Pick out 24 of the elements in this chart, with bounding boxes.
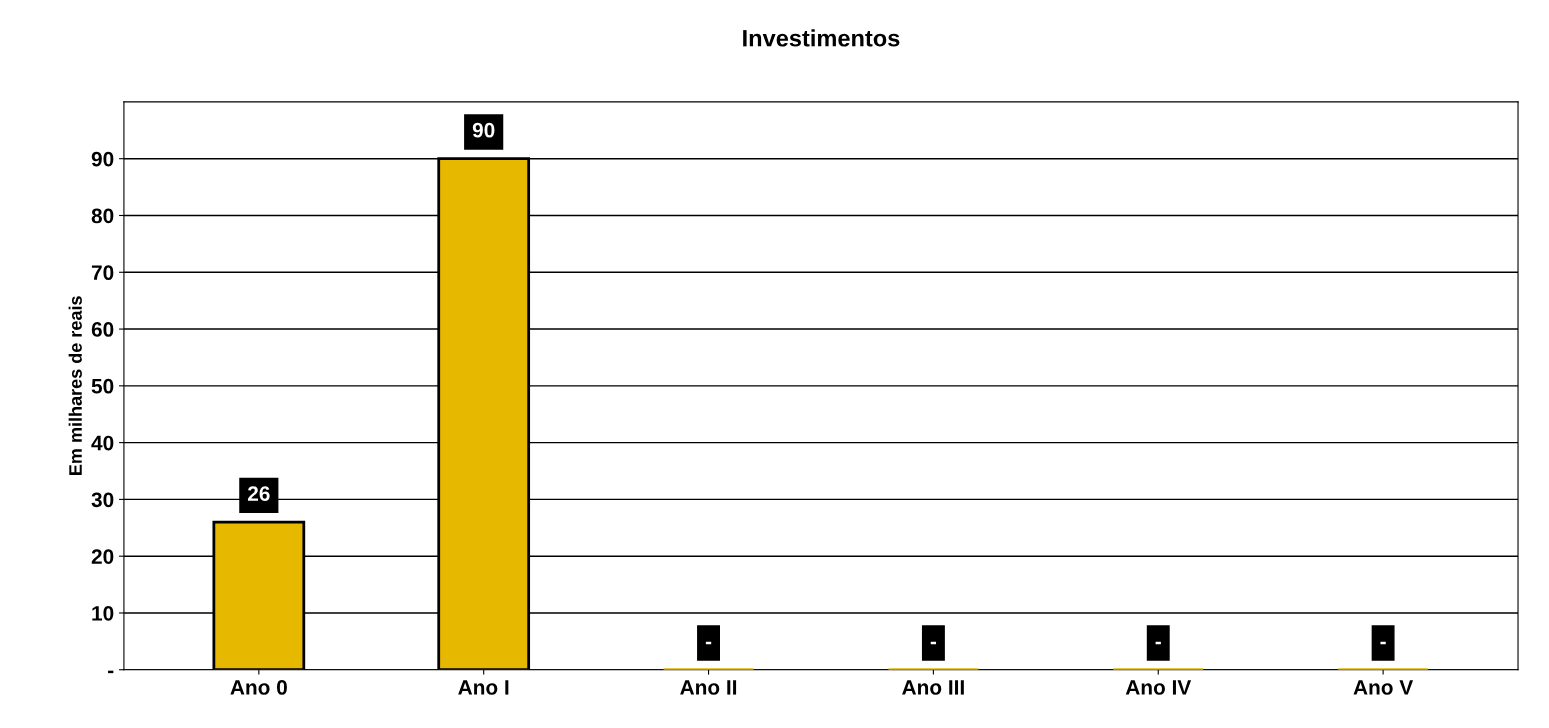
x-tick-label: Ano 0 xyxy=(230,680,287,695)
y-tick-label: 80 xyxy=(91,208,114,224)
y-tick-label: - xyxy=(108,670,114,674)
x-tick-label: Ano III xyxy=(902,680,964,695)
x-tick-label: Ano I xyxy=(458,680,509,695)
y-tick-label: 40 xyxy=(91,435,114,451)
x-tick-label: Ano V xyxy=(1353,680,1414,695)
chart-title: Investimentos xyxy=(743,29,900,47)
data-label: - xyxy=(705,641,712,645)
data-label: - xyxy=(930,641,937,645)
y-tick-label: 90 xyxy=(91,151,114,167)
y-tick-label: 10 xyxy=(92,605,114,621)
y-tick-label: 20 xyxy=(91,549,114,564)
data-label: - xyxy=(1380,641,1386,645)
y-tick-label: 50 xyxy=(91,378,114,394)
y-tick-label: 60 xyxy=(91,322,114,337)
y-tick-label: 70 xyxy=(91,265,114,281)
y-axis-title: Em milhares de reais xyxy=(68,296,82,475)
y-tick-label: 30 xyxy=(91,492,114,508)
x-tick-label: Ano II xyxy=(680,680,737,695)
data-label: 90 xyxy=(472,122,495,138)
data-label: - xyxy=(1155,641,1161,645)
x-tick-label: Ano IV xyxy=(1125,680,1192,695)
data-label: 26 xyxy=(247,486,270,501)
